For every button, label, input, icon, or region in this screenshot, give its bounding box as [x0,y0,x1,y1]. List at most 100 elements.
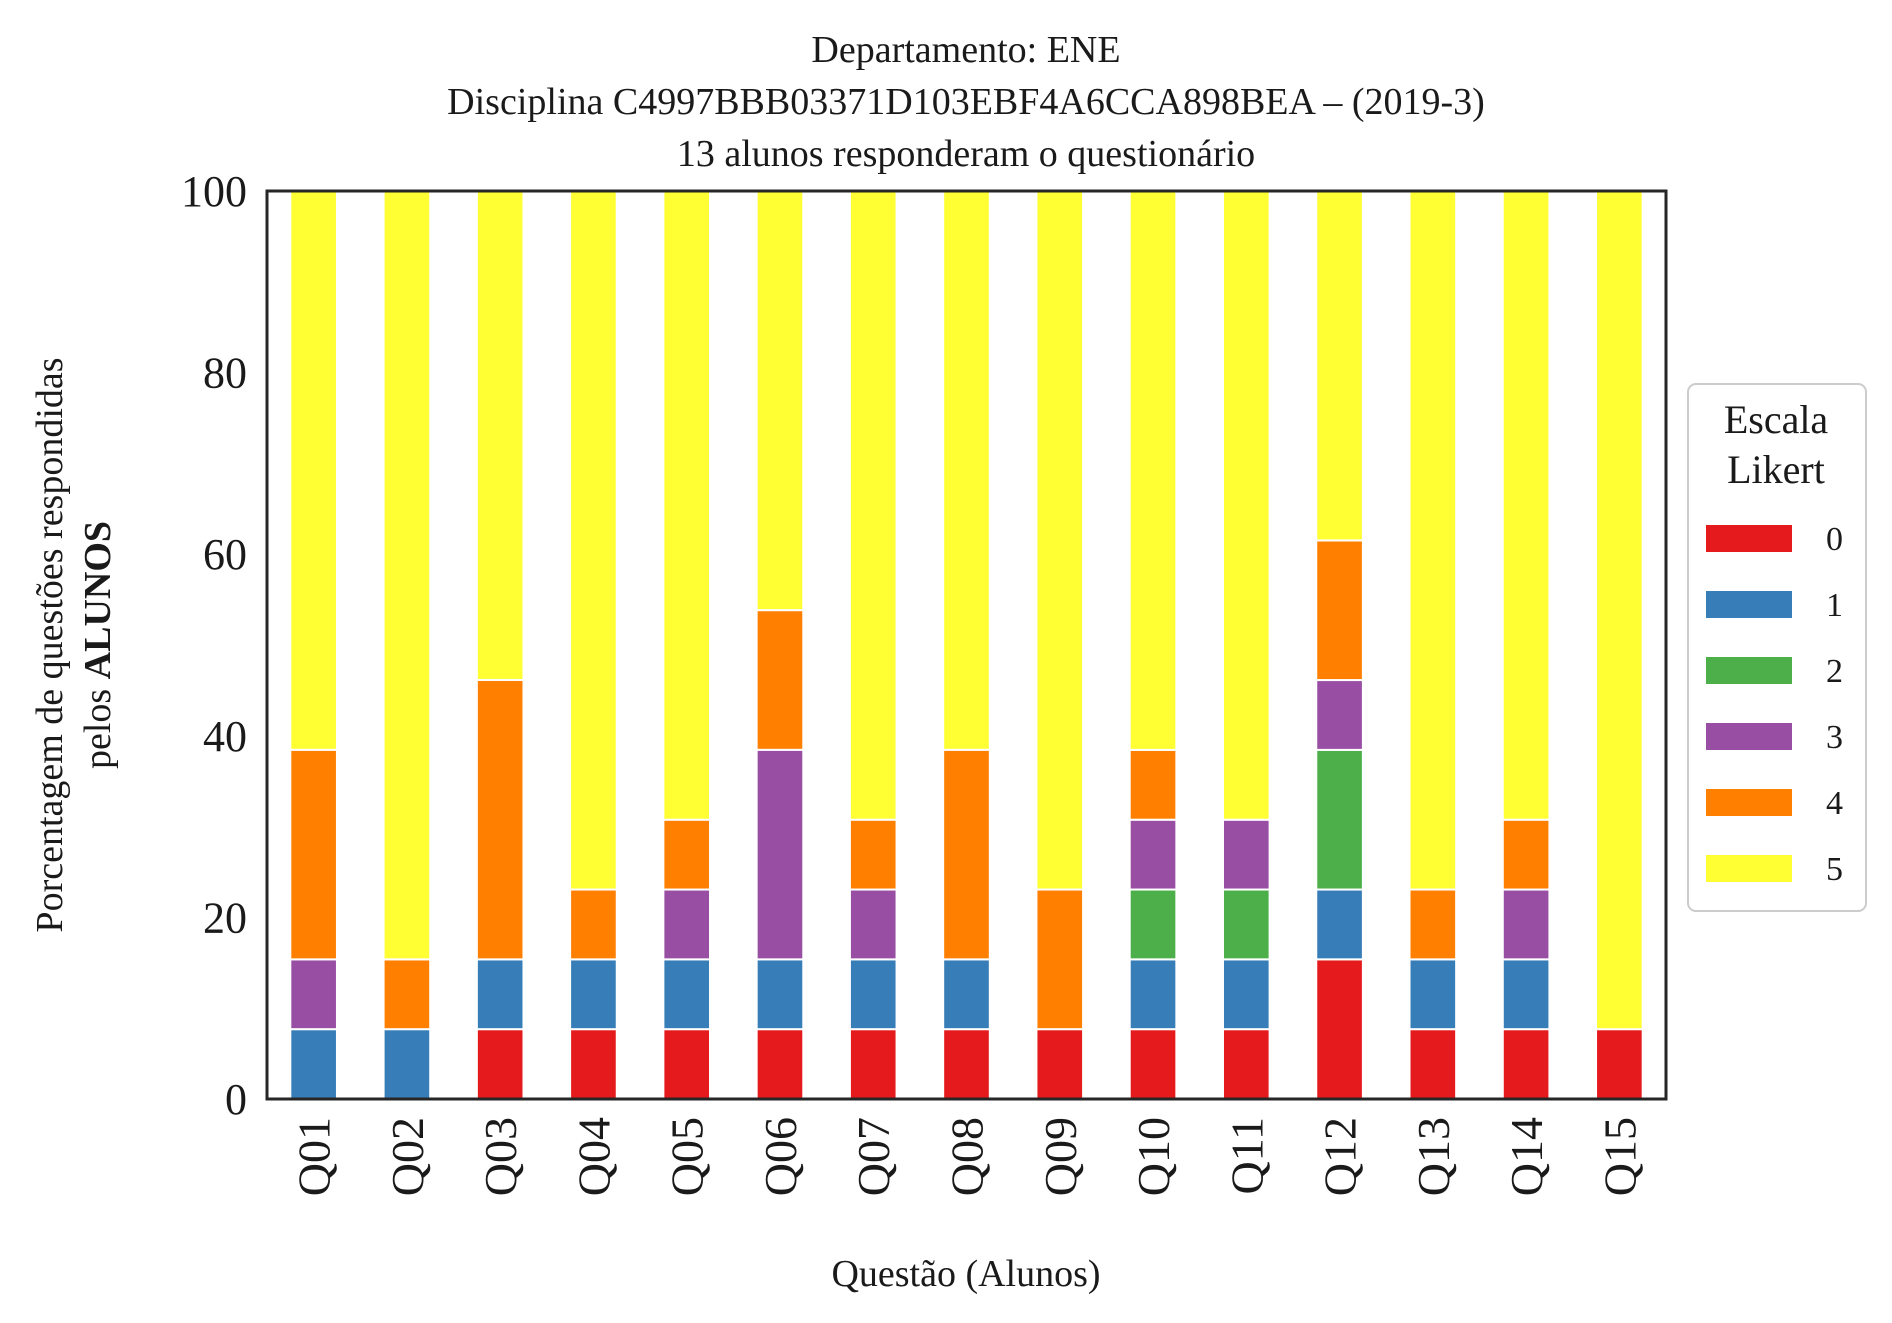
y-tick-label: 100 [181,167,247,216]
chart-title-line-3: 13 alunos responderam o questionário [677,133,1255,175]
x-tick-label: Q12 [1315,1117,1366,1196]
y-ticks-group: 0 20 40 60 80 100 [181,167,247,1124]
bar-q06-likert-3 [755,748,805,961]
legend-label-5: 5 [1826,851,1843,888]
x-tick-label: Q08 [942,1117,993,1196]
legend-swatch-2 [1706,657,1792,684]
x-tick-label: Q15 [1594,1117,1645,1196]
bar-q13-likert-4 [1408,888,1458,961]
bar-q12-likert-5 [1315,190,1364,542]
bar-q08-likert-5 [942,190,991,751]
y-tick-label: 0 [225,1075,247,1124]
x-tick-label: Q02 [382,1117,433,1196]
legend-label-1: 1 [1826,587,1843,624]
bar-q07-likert-3 [848,888,898,961]
legend: Escala Likert 0 1 2 3 4 5 [1687,383,1867,912]
bar-q14-likert-4 [1501,818,1551,891]
bar-q05-likert-1 [662,958,712,1031]
bar-q13-likert-0 [1408,1028,1458,1101]
bar-q03-likert-1 [475,958,525,1031]
bar-q08-likert-1 [942,958,991,1031]
legend-box [1687,383,1867,912]
bar-q01-likert-4 [289,748,338,961]
bar-q02-likert-4 [382,958,432,1031]
bar-q11-likert-2 [1221,888,1271,961]
x-tick-label: Q10 [1128,1117,1179,1196]
bar-q05-likert-4 [662,818,712,891]
bar-q13-likert-1 [1408,958,1458,1031]
bar-q04-likert-1 [569,958,618,1031]
legend-swatch-4 [1706,789,1792,816]
bar-q09-likert-0 [1035,1028,1085,1101]
x-tick-label: Q03 [475,1117,526,1196]
chart-title-line-2: Disciplina C4997BBB03371D103EBF4A6CCA898… [447,81,1485,123]
bar-q03-likert-5 [475,190,525,681]
bar-q11-likert-0 [1221,1028,1271,1101]
bar-q10-likert-3 [1128,818,1178,891]
x-ticks-group: Q01 Q02 Q03 Q04 Q05 Q06 Q07 Q08 Q09 Q10 Q11 Q12 Q13 Q… [289,1117,1646,1196]
legend-label-2: 2 [1826,653,1843,690]
legend-swatch-1 [1706,591,1792,618]
bar-q08-likert-0 [942,1028,991,1101]
legend-title-line-1: Escala [1724,397,1829,442]
x-tick-label: Q01 [289,1117,340,1196]
y-axis-label-line-2: pelos [77,679,119,769]
bar-q05-likert-0 [662,1028,712,1101]
bar-q13-likert-5 [1408,190,1458,891]
bar-q15-likert-0 [1595,1028,1644,1101]
bar-q01-likert-1 [289,1028,338,1101]
bar-q14-likert-3 [1501,888,1551,961]
y-tick-label: 20 [203,893,247,942]
bar-q05-likert-5 [662,190,712,821]
bar-q15-likert-5 [1595,190,1644,1031]
bar-q04-likert-0 [569,1028,618,1101]
bar-q04-likert-5 [569,190,618,891]
bar-q12-likert-4 [1315,539,1364,682]
bar-q10-likert-4 [1128,748,1178,821]
bar-q14-likert-1 [1501,958,1551,1031]
x-tick-label: Q13 [1408,1117,1459,1196]
bar-q14-likert-5 [1501,190,1551,821]
x-tick-label: Q05 [662,1117,713,1196]
legend-label-0: 0 [1826,521,1843,558]
legend-title-line-2: Likert [1727,447,1825,492]
bar-q11-likert-5 [1221,190,1271,821]
bar-q14-likert-0 [1501,1028,1551,1101]
bar-q06-likert-4 [755,609,805,751]
y-tick-label: 40 [203,712,247,761]
x-tick-label: Q14 [1501,1117,1552,1196]
bar-q07-likert-1 [848,958,898,1031]
bar-q07-likert-5 [848,190,898,821]
bar-q10-likert-5 [1128,190,1178,751]
chart-title-line-1: Departamento: ENE [811,29,1120,71]
bar-q10-likert-1 [1128,958,1178,1031]
y-axis-label-2: pelos ALUNOS [77,521,119,769]
bar-q05-likert-3 [662,888,712,961]
x-axis-label: Questão (Alunos) [831,1253,1100,1295]
bar-q02-likert-5 [382,190,432,961]
bar-q10-likert-2 [1128,888,1178,961]
x-tick-label: Q06 [755,1117,806,1196]
bar-q12-likert-1 [1315,888,1364,961]
legend-swatch-0 [1706,525,1792,552]
bar-q11-likert-1 [1221,958,1271,1031]
bar-q07-likert-4 [848,818,898,891]
legend-label-4: 4 [1826,785,1843,822]
bar-q12-likert-3 [1315,679,1364,751]
bar-q01-likert-3 [289,958,338,1031]
bar-q08-likert-4 [942,748,991,961]
plot-frame [265,189,1668,1101]
legend-label-3: 3 [1826,719,1843,756]
y-tick-label: 80 [203,349,247,398]
bar-q12-likert-2 [1315,748,1364,891]
x-tick-label: Q11 [1221,1117,1272,1195]
bar-q11-likert-3 [1221,818,1271,891]
legend-swatch-5 [1706,855,1792,882]
bar-q06-likert-0 [755,1028,805,1101]
y-axis-label: Porcentagem de questões respondidas [29,357,71,932]
bar-q03-likert-0 [475,1028,525,1101]
bar-q01-likert-5 [289,190,338,751]
bar-q04-likert-4 [569,888,618,961]
x-tick-label: Q09 [1035,1117,1086,1196]
